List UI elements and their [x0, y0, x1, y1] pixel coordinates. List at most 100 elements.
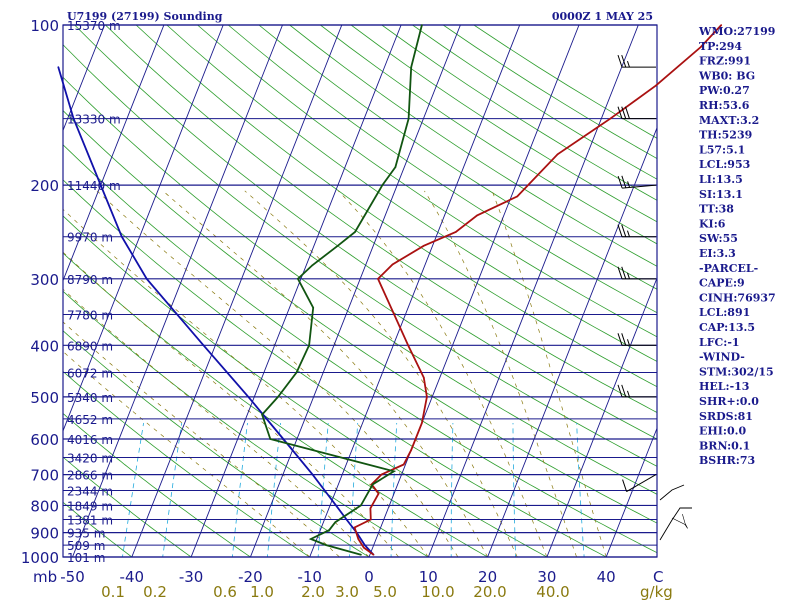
dewpoint-curve-point: [336, 245, 339, 247]
isotherm: [309, 25, 521, 557]
index-line: TH:5239: [699, 129, 752, 142]
barb-flag: [617, 333, 623, 346]
barb-flag: [617, 224, 623, 237]
moist-adiabat: [63, 288, 370, 557]
mixing-ratio-label: 40.0: [536, 583, 569, 600]
barb-half: [627, 60, 630, 68]
mixing-ratio-line: [162, 422, 183, 557]
mixing-ratio-line: [122, 422, 144, 557]
index-line: SHR+:0.0: [699, 395, 759, 408]
temperature-curve-point: [357, 538, 360, 540]
pressure-tick-label: 200: [30, 177, 59, 195]
index-line: STM:302/15: [699, 365, 774, 378]
wind-barb: [617, 333, 656, 346]
mixing-ratio-line: [390, 422, 398, 557]
height-label: 9970 m: [67, 231, 113, 245]
unit-label-c: C: [653, 568, 663, 586]
height-label: 3420 m: [67, 451, 113, 465]
parcel-curve-point: [99, 184, 102, 186]
dry-adiabat: [289, 25, 657, 267]
height-label: 5340 m: [67, 391, 113, 405]
temperature-curve-point: [426, 396, 428, 398]
barb-half: [627, 339, 630, 346]
temperature-curve-point: [422, 245, 425, 247]
wind-barb: [617, 175, 657, 189]
dry-adiabat: [74, 25, 657, 440]
parcel-curve-point: [282, 438, 285, 440]
dewpoint-curve-point: [360, 553, 362, 556]
isotherm: [546, 276, 657, 557]
dewpoint-curve-point: [312, 306, 315, 309]
dry-adiabat: [63, 44, 657, 467]
hodograph-lower: [659, 507, 692, 541]
dewpoint-curve-point: [328, 529, 331, 531]
mixing-ratio-line: [266, 422, 281, 557]
dry-adiabat: [63, 215, 548, 557]
temperature-curve-point: [655, 84, 657, 87]
hodograph-upper: [659, 484, 685, 501]
temperature-tick-label: 10: [419, 568, 438, 586]
index-line: KI:6: [699, 217, 726, 230]
mixing-ratio-unit: g/kg: [640, 583, 673, 600]
dry-adiabat: [197, 25, 657, 338]
temperature-curve-point: [363, 546, 365, 549]
temperature-curve-point: [476, 214, 478, 217]
dewpoint-curve-point: [334, 521, 337, 523]
pressure-tick-label: 300: [30, 271, 59, 289]
pressure-tick-label: 400: [30, 337, 59, 355]
isotherm: [63, 25, 106, 132]
pressure-tick-label: 500: [30, 389, 59, 407]
isotherm: [63, 25, 165, 282]
height-label: 8790 m: [67, 273, 113, 287]
temperature-curve-point: [380, 473, 383, 476]
height-label: 1849 m: [67, 499, 113, 513]
index-line: LCL:953: [699, 158, 750, 171]
index-line: EI:3.3: [699, 247, 736, 260]
height-label: 6890 m: [67, 339, 113, 353]
plot-frame: [62, 24, 658, 558]
dewpoint-curve-point: [394, 166, 397, 168]
parcel-curve-point: [57, 66, 60, 68]
parcel-curve-point: [335, 504, 337, 507]
index-line: BRN:0.1: [699, 439, 750, 452]
dewpoint-curve-point: [295, 371, 298, 374]
isotherm: [487, 126, 657, 557]
dry-adiabat: [63, 501, 133, 557]
barb-shaft: [626, 474, 657, 493]
mixing-ratio-line: [450, 422, 454, 557]
temperature-curve-point: [377, 278, 379, 280]
isotherm: [72, 25, 283, 557]
unit-label-mb: mb: [33, 568, 57, 586]
parcel-curve-point: [364, 544, 366, 546]
temperature-curve-point: [402, 463, 405, 466]
dry-adiabat: [63, 252, 489, 557]
parcel-curve-point: [323, 489, 326, 492]
mixing-ratio-label: 10.0: [421, 583, 454, 600]
pressure-tick-label: 700: [30, 467, 59, 485]
barb-half: [627, 272, 630, 279]
wind-barb: [617, 54, 656, 68]
height-label: 6072 m: [67, 367, 113, 381]
moist-adiabat: [338, 190, 548, 557]
parcel-curve-point: [145, 278, 148, 280]
isotherm: [63, 25, 224, 433]
temperature-curve-point: [372, 553, 375, 556]
temperature-curve-point: [556, 153, 559, 156]
mixing-ratio-label: 0.6: [213, 583, 237, 600]
temperature-curve-point: [391, 263, 394, 266]
dry-adiabat: [63, 144, 657, 554]
dry-adiabat: [258, 25, 657, 290]
moist-adiabat: [491, 190, 607, 557]
temperature-curve-point: [407, 344, 409, 347]
parcel-curve-point: [247, 396, 250, 398]
dry-adiabat: [63, 456, 192, 557]
barb-flag: [625, 106, 630, 119]
temperature-curve-point: [353, 526, 356, 529]
dewpoint-curve-point: [269, 438, 272, 440]
isotherm: [427, 25, 639, 557]
pressure-tick-label: 800: [30, 497, 59, 515]
moist-adiabat: [63, 321, 340, 557]
